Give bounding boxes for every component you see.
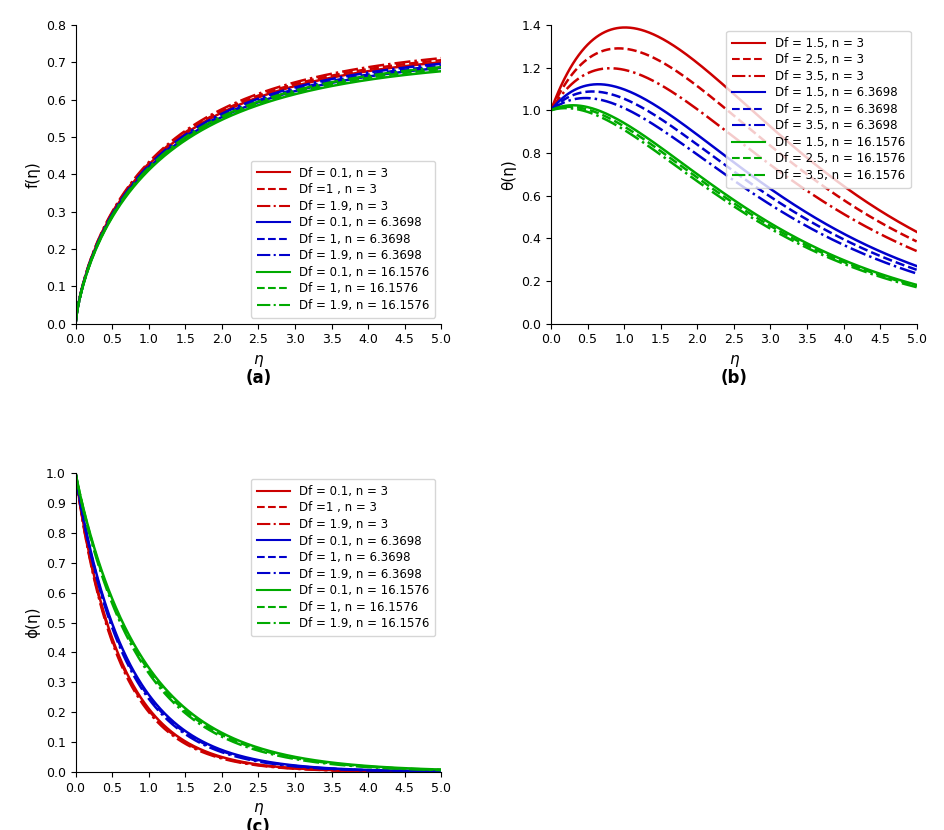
Text: (b): (b) — [719, 369, 747, 388]
Y-axis label: ϕ(η): ϕ(η) — [25, 607, 41, 638]
Legend: Df = 1.5, n = 3, Df = 2.5, n = 3, Df = 3.5, n = 3, Df = 1.5, n = 6.3698, Df = 2.: Df = 1.5, n = 3, Df = 2.5, n = 3, Df = 3… — [725, 31, 910, 188]
Text: (a): (a) — [245, 369, 271, 388]
X-axis label: η: η — [253, 800, 263, 815]
Y-axis label: θ(η): θ(η) — [500, 159, 515, 190]
Y-axis label: f(η): f(η) — [25, 161, 41, 188]
X-axis label: η: η — [253, 352, 263, 367]
Legend: Df = 0.1, n = 3, Df =1 , n = 3, Df = 1.9, n = 3, Df = 0.1, n = 6.3698, Df = 1, n: Df = 0.1, n = 3, Df =1 , n = 3, Df = 1.9… — [250, 479, 435, 636]
Text: (c): (c) — [245, 818, 271, 830]
X-axis label: η: η — [728, 352, 738, 367]
Legend: Df = 0.1, n = 3, Df =1 , n = 3, Df = 1.9, n = 3, Df = 0.1, n = 6.3698, Df = 1, n: Df = 0.1, n = 3, Df =1 , n = 3, Df = 1.9… — [250, 161, 435, 318]
